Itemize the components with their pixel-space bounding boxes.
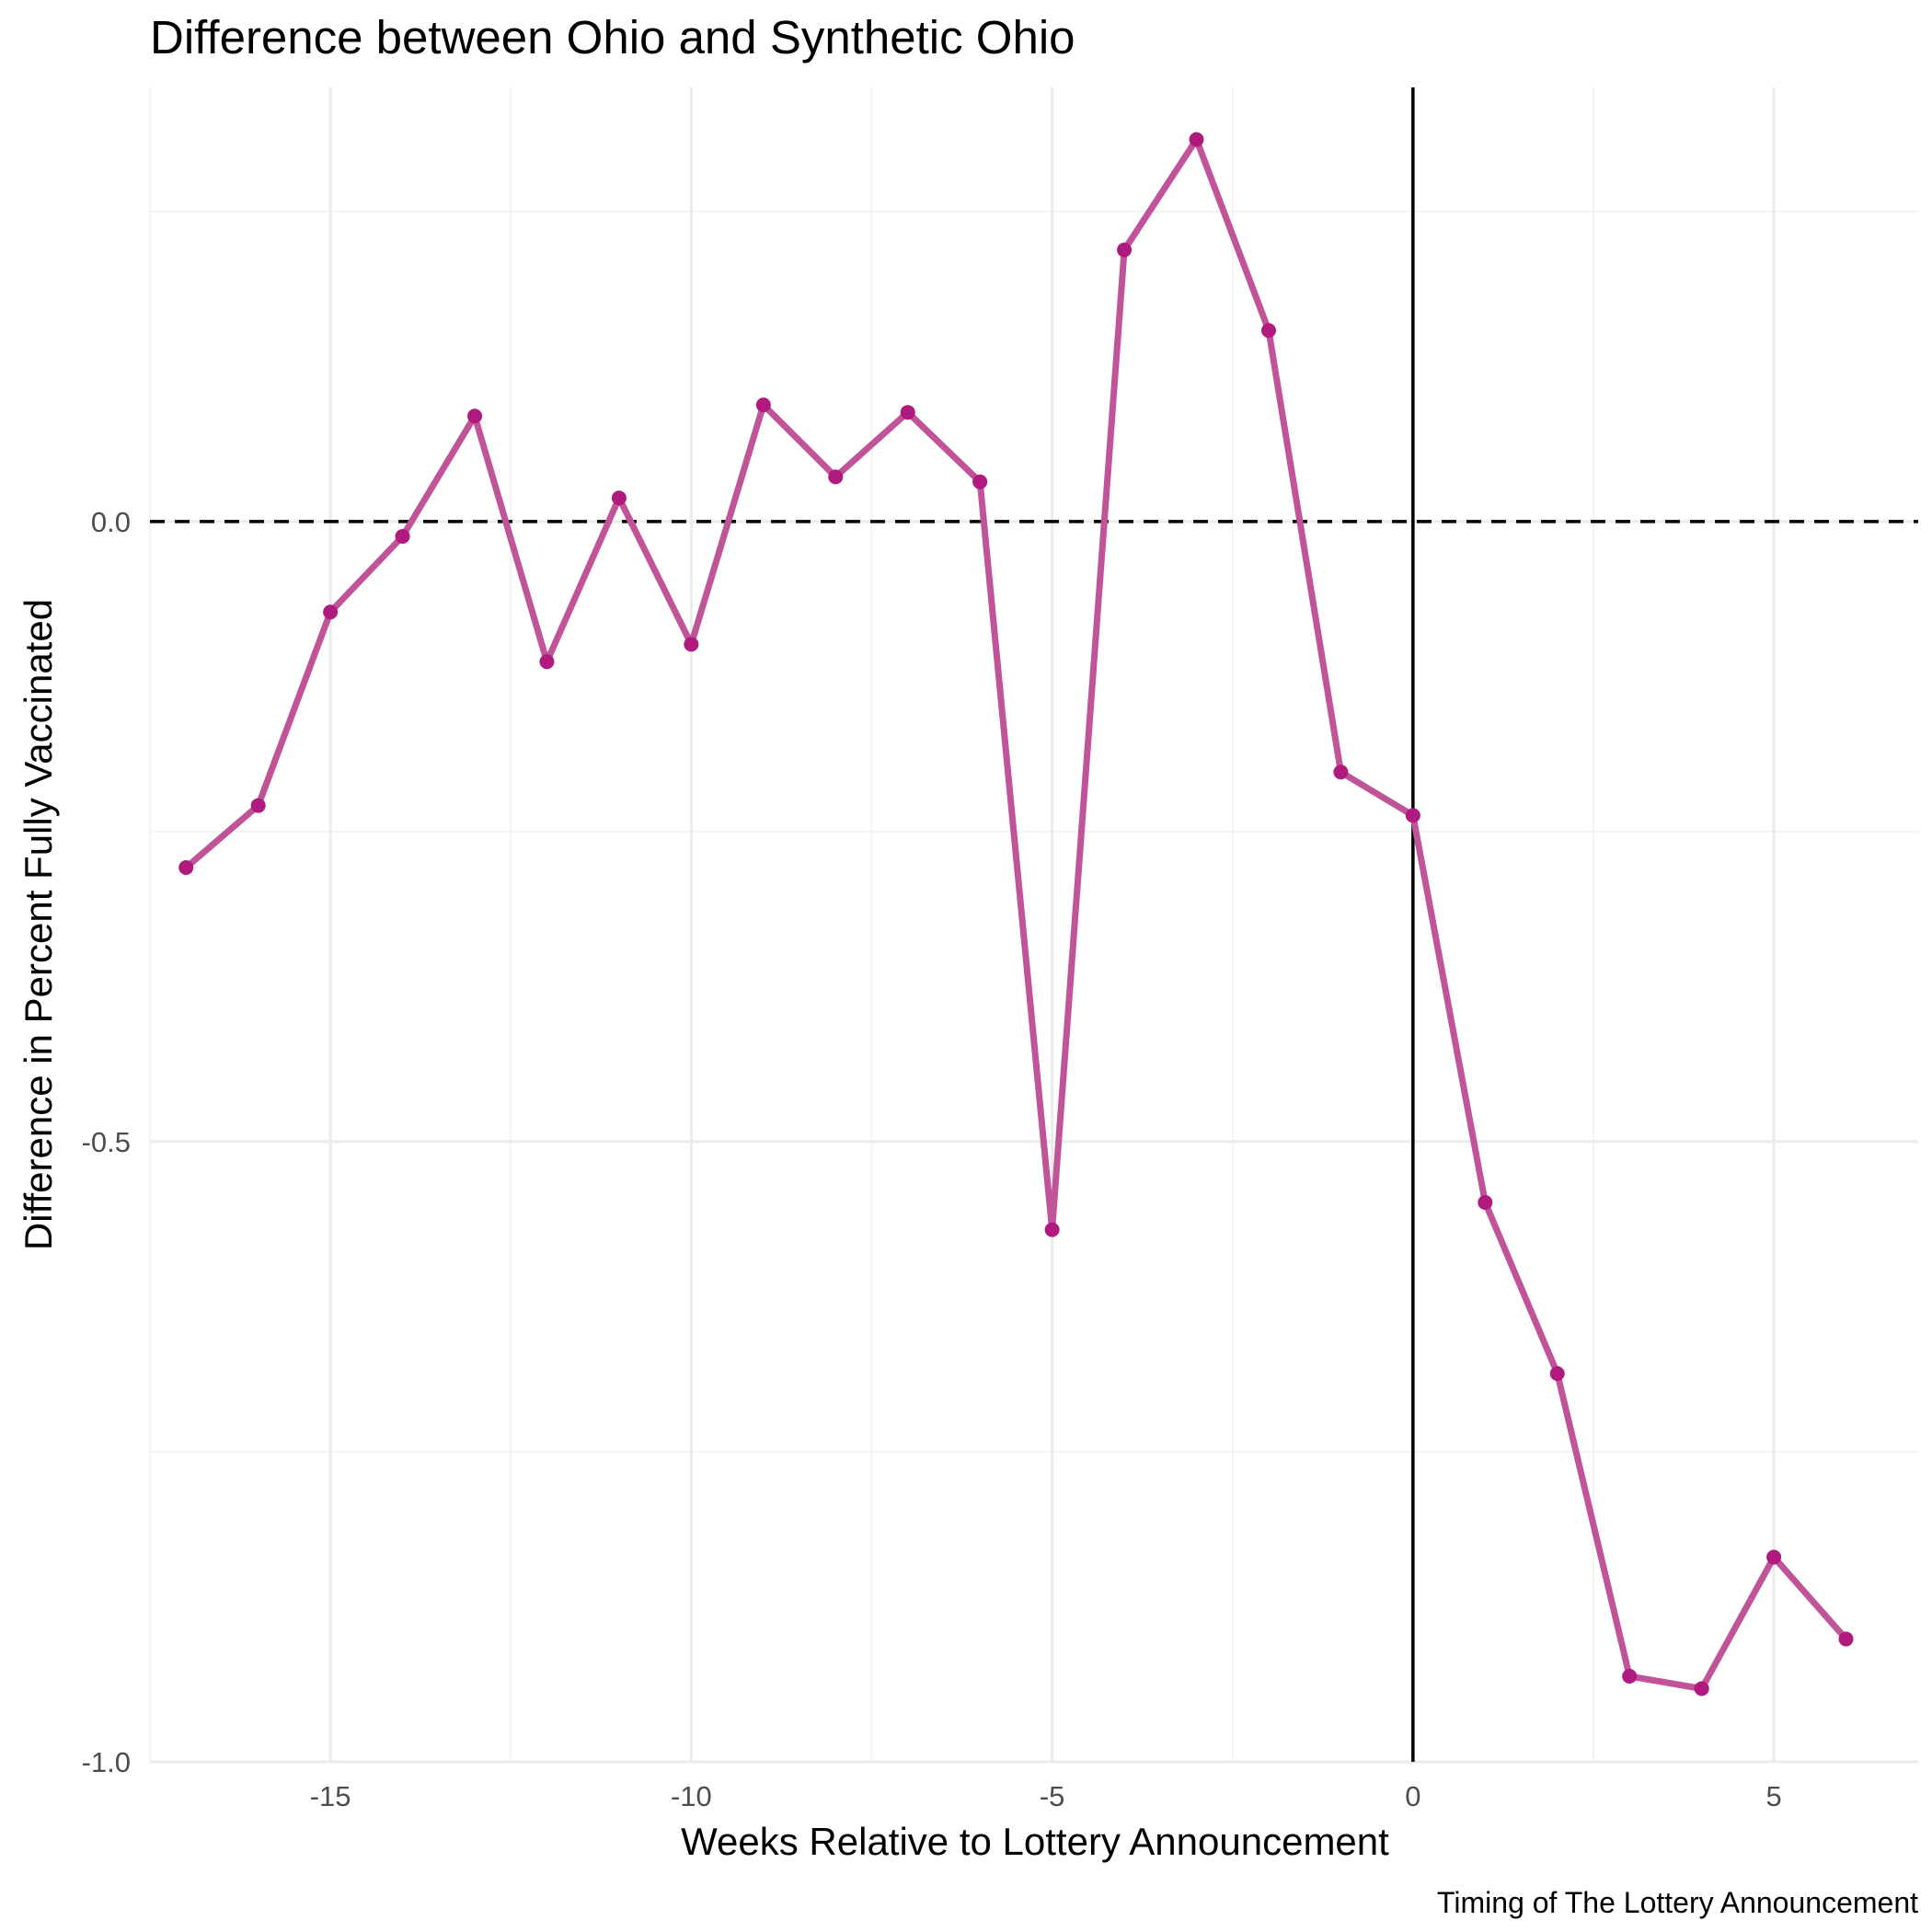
- data-point: [1549, 1366, 1565, 1382]
- data-point: [250, 798, 266, 813]
- data-point: [1117, 242, 1133, 258]
- x-axis-title: Weeks Relative to Lottery Announcement: [681, 1820, 1389, 1863]
- x-tick-label: -15: [310, 1780, 351, 1812]
- data-point: [1478, 1194, 1493, 1210]
- x-tick-label: 0: [1405, 1780, 1420, 1812]
- y-tick-label: -1.0: [82, 1746, 131, 1778]
- chart-title: Difference between Ohio and Synthetic Oh…: [150, 11, 1075, 63]
- data-point: [755, 397, 771, 413]
- y-axis-title: Difference in Percent Fully Vaccinated: [17, 599, 60, 1250]
- data-point: [1694, 1681, 1709, 1696]
- data-point: [1766, 1549, 1782, 1565]
- series-line: [182, 136, 1850, 1692]
- data-point: [1260, 323, 1276, 339]
- gridlines: [149, 87, 1918, 1764]
- data-point: [611, 490, 627, 506]
- data-point: [972, 474, 988, 489]
- data-point: [1405, 808, 1420, 823]
- data-point: [684, 637, 699, 652]
- data-point: [323, 604, 339, 620]
- x-tick-label: -10: [671, 1780, 712, 1812]
- y-tick-label: 0.0: [91, 506, 131, 538]
- tick-labels: -15 -10 -5 0 5 0.0 -0.5 -1.0: [82, 506, 1782, 1812]
- reference-lines: [150, 87, 1918, 1762]
- series-difference: [178, 132, 1854, 1696]
- data-point: [178, 859, 194, 875]
- chart-caption: Timing of The Lottery Announcement: [1437, 1886, 1918, 1919]
- data-point: [1838, 1631, 1854, 1647]
- data-point: [1044, 1222, 1060, 1237]
- data-point: [395, 529, 410, 545]
- y-tick-label: -0.5: [82, 1126, 131, 1158]
- x-tick-label: -5: [1040, 1780, 1065, 1812]
- data-point: [828, 469, 844, 485]
- data-point: [1333, 765, 1349, 780]
- x-tick-label: 5: [1765, 1780, 1781, 1812]
- data-point: [467, 408, 483, 424]
- data-point: [1622, 1668, 1638, 1684]
- data-point: [900, 405, 915, 420]
- data-point: [1189, 132, 1204, 147]
- data-point: [539, 654, 555, 670]
